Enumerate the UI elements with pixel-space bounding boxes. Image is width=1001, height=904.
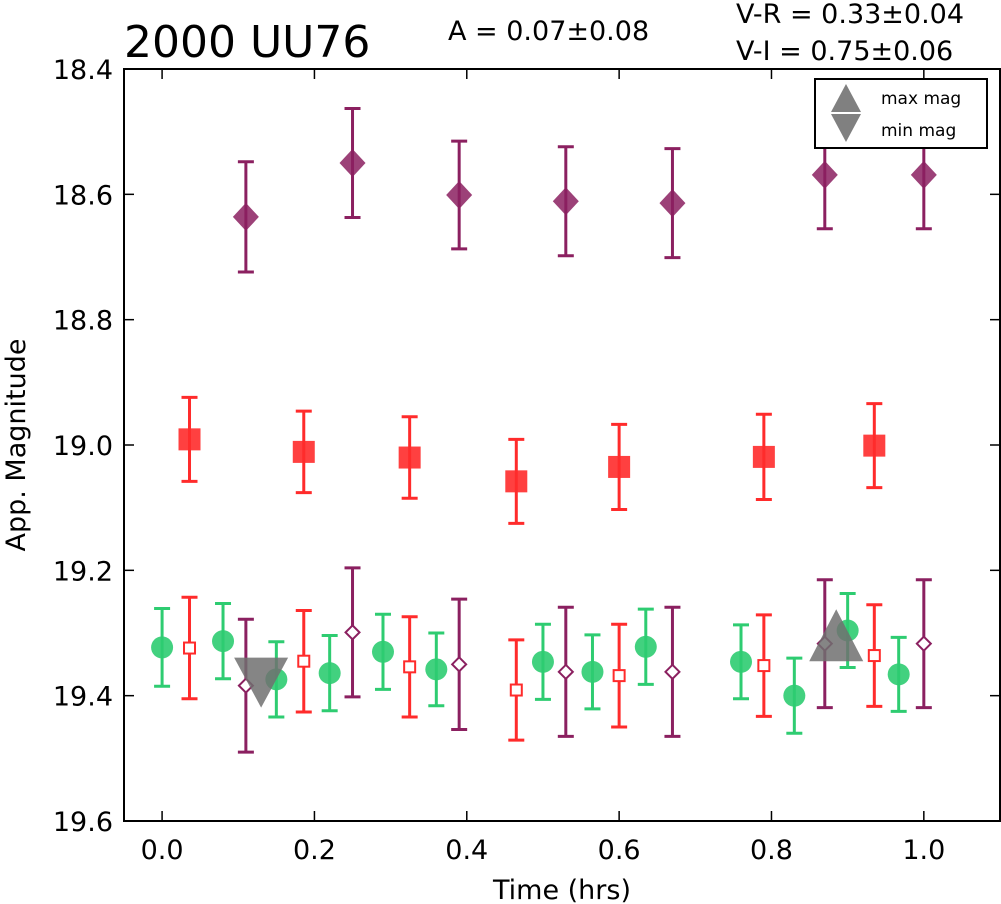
x-tick-label: 1.0 [902, 835, 945, 866]
data-point [318, 662, 341, 685]
series-1 [178, 395, 886, 525]
data-point [634, 635, 657, 658]
data-point [887, 663, 910, 686]
y-tick-label: 18.4 [53, 55, 113, 86]
x-tick-label: 0.4 [445, 835, 488, 866]
legend-max-mag-marker [831, 84, 861, 112]
x-tick-label: 0.0 [141, 835, 184, 866]
y-tick-label: 19.0 [53, 431, 113, 462]
series-0 [232, 106, 937, 274]
data-point [531, 650, 554, 673]
data-point [292, 440, 315, 463]
data-point [863, 434, 886, 457]
data-point [178, 428, 201, 451]
data-point [664, 663, 681, 681]
data-point [752, 445, 775, 468]
data-point [581, 660, 604, 683]
data-point [659, 189, 686, 218]
data-point [183, 641, 197, 655]
min-mag-marker [234, 657, 289, 708]
data-point [910, 160, 937, 189]
plot-frame [123, 68, 1001, 822]
data-point [425, 658, 448, 681]
data-point [446, 180, 473, 209]
v-r-annotation: V-R = 0.33±0.04 [736, 0, 964, 30]
x-axis-label: Time (hrs) [492, 875, 631, 904]
v-i-annotation: V-I = 0.75±0.06 [736, 36, 953, 67]
data-point [612, 669, 626, 683]
plot-marks [151, 106, 937, 754]
data-point [915, 635, 933, 653]
data-point [783, 684, 806, 707]
data-point [232, 202, 259, 231]
data-point [371, 640, 394, 663]
max-mag-marker [809, 609, 864, 662]
legend-max-mag-label: max mag [881, 89, 961, 109]
data-point [757, 659, 771, 673]
series-4 [237, 566, 933, 754]
series-3 [181, 595, 883, 742]
axis-ticks: 0.0 0.2 0.4 0.6 0.8 1.0 18.4 18.6 18.8 19.0 19.2 19… [53, 55, 1000, 866]
data-point [450, 655, 468, 673]
data-point [552, 187, 579, 216]
y-axis-label: App. Magnitude [1, 339, 32, 552]
data-point [398, 446, 421, 469]
y-tick-label: 18.6 [53, 180, 113, 211]
legend-min-mag-marker [831, 114, 861, 142]
data-point [505, 470, 528, 493]
data-point [509, 683, 523, 697]
series-2 [151, 592, 910, 735]
data-point [151, 636, 174, 659]
chart-title: 2000 UU76 [124, 17, 370, 68]
y-tick-label: 19.6 [53, 807, 113, 838]
data-point [344, 623, 361, 641]
data-point [608, 455, 631, 478]
y-tick-label: 19.4 [53, 682, 113, 713]
data-point [811, 160, 838, 189]
data-point [557, 663, 575, 681]
data-point [730, 650, 753, 673]
data-point [297, 654, 311, 668]
data-point [339, 149, 366, 177]
series-5 [809, 609, 864, 662]
legend-min-mag-label: min mag [881, 121, 956, 141]
x-tick-label: 0.6 [598, 835, 641, 866]
data-point [212, 630, 235, 653]
series-6 [234, 657, 289, 708]
y-tick-label: 18.8 [53, 306, 113, 337]
x-tick-label: 0.2 [293, 835, 336, 866]
y-tick-label: 19.2 [53, 556, 113, 587]
data-point [867, 649, 881, 663]
data-point [403, 660, 417, 674]
x-tick-label: 0.8 [750, 835, 793, 866]
legend: max mag min mag [814, 78, 988, 149]
amplitude-annotation: A = 0.07±0.08 [448, 16, 649, 47]
